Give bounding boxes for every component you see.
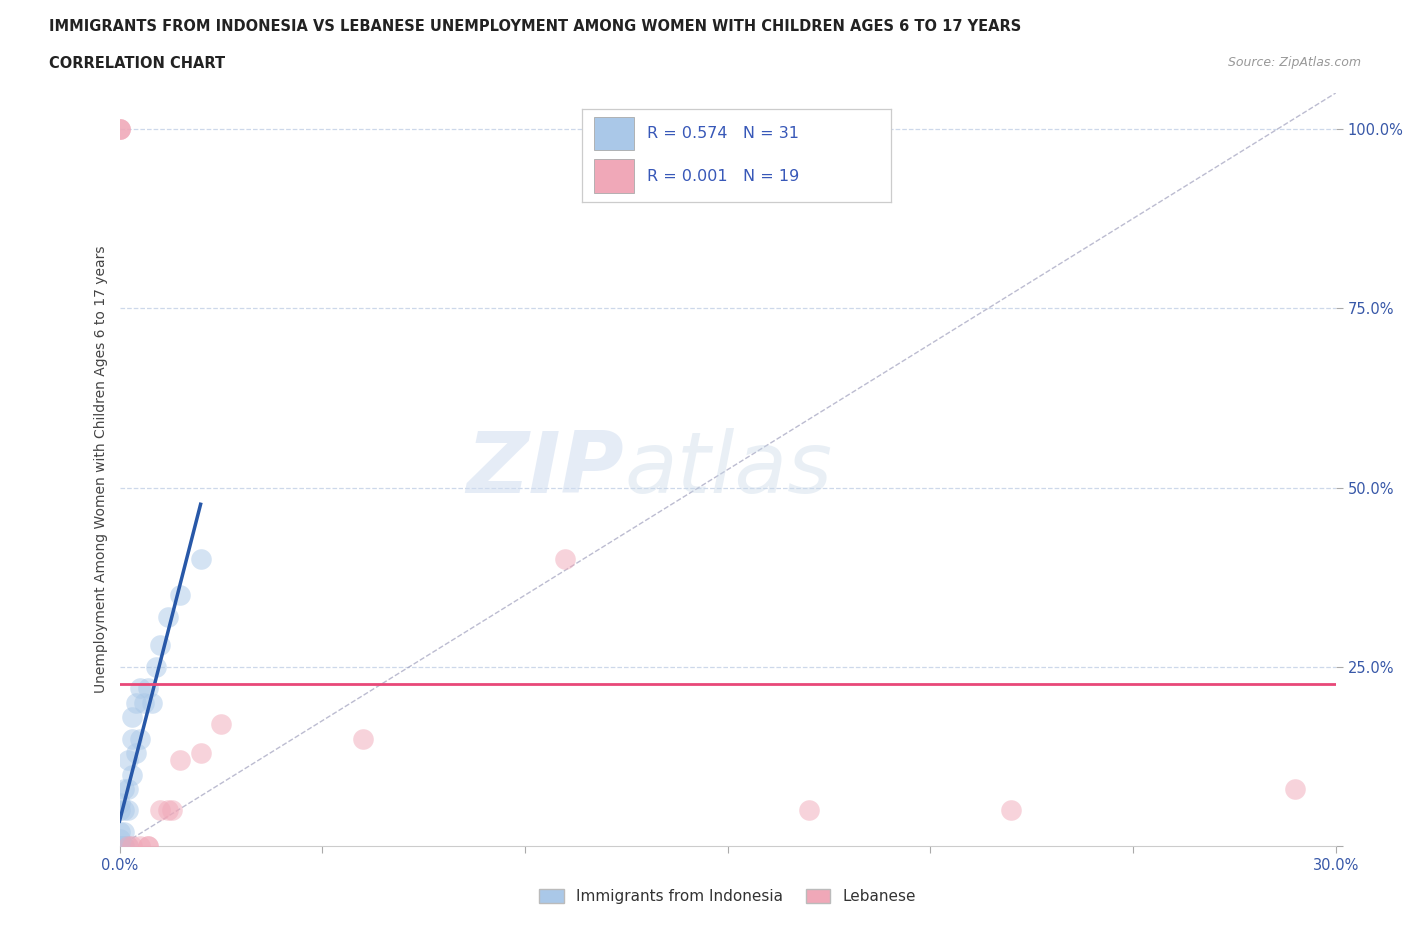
Point — [352, 731, 374, 746]
Text: Source: ZipAtlas.com: Source: ZipAtlas.com — [1227, 56, 1361, 69]
Point — [1000, 803, 1022, 817]
Point — [145, 659, 167, 674]
Point — [169, 588, 191, 603]
Bar — [593, 159, 634, 193]
Point — [157, 803, 180, 817]
Point — [132, 696, 155, 711]
Point — [108, 839, 131, 854]
Point — [169, 752, 191, 767]
Legend: Immigrants from Indonesia, Lebanese: Immigrants from Indonesia, Lebanese — [533, 883, 922, 910]
Point — [112, 803, 135, 817]
Point — [1284, 781, 1306, 796]
Point — [554, 551, 576, 566]
Point — [108, 796, 131, 811]
Point — [190, 746, 212, 761]
Point — [136, 681, 159, 696]
Point — [121, 710, 143, 724]
Point — [121, 767, 143, 782]
Text: CORRELATION CHART: CORRELATION CHART — [49, 56, 225, 71]
Point — [112, 825, 135, 840]
Bar — [593, 116, 634, 150]
Point — [125, 746, 148, 761]
Point — [797, 803, 820, 817]
Point — [108, 122, 131, 137]
Point — [108, 803, 131, 817]
Point — [117, 803, 139, 817]
Point — [149, 638, 172, 653]
Text: R = 0.574   N = 31: R = 0.574 N = 31 — [647, 126, 799, 141]
Point — [108, 839, 131, 854]
Text: IMMIGRANTS FROM INDONESIA VS LEBANESE UNEMPLOYMENT AMONG WOMEN WITH CHILDREN AGE: IMMIGRANTS FROM INDONESIA VS LEBANESE UN… — [49, 19, 1022, 33]
Point — [121, 839, 143, 854]
Point — [108, 825, 131, 840]
Point — [108, 839, 131, 854]
Text: atlas: atlas — [624, 428, 832, 512]
Point — [149, 803, 172, 817]
Point — [190, 551, 212, 566]
Point — [108, 122, 131, 137]
Point — [112, 839, 135, 854]
Point — [121, 731, 143, 746]
Point — [128, 731, 150, 746]
Point — [117, 839, 139, 854]
Point — [108, 122, 131, 137]
Point — [112, 839, 135, 854]
Point — [160, 803, 183, 817]
Point — [108, 831, 131, 846]
Point — [128, 681, 150, 696]
Text: R = 0.001   N = 19: R = 0.001 N = 19 — [647, 168, 799, 184]
Point — [125, 696, 148, 711]
Point — [112, 781, 135, 796]
Point — [157, 609, 180, 624]
Point — [117, 839, 139, 854]
Point — [128, 839, 150, 854]
Y-axis label: Unemployment Among Women with Children Ages 6 to 17 years: Unemployment Among Women with Children A… — [94, 246, 108, 694]
Point — [136, 839, 159, 854]
Text: ZIP: ZIP — [467, 428, 624, 512]
Point — [117, 752, 139, 767]
Point — [117, 781, 139, 796]
Point — [141, 696, 163, 711]
Point — [209, 717, 232, 732]
Point — [136, 839, 159, 854]
